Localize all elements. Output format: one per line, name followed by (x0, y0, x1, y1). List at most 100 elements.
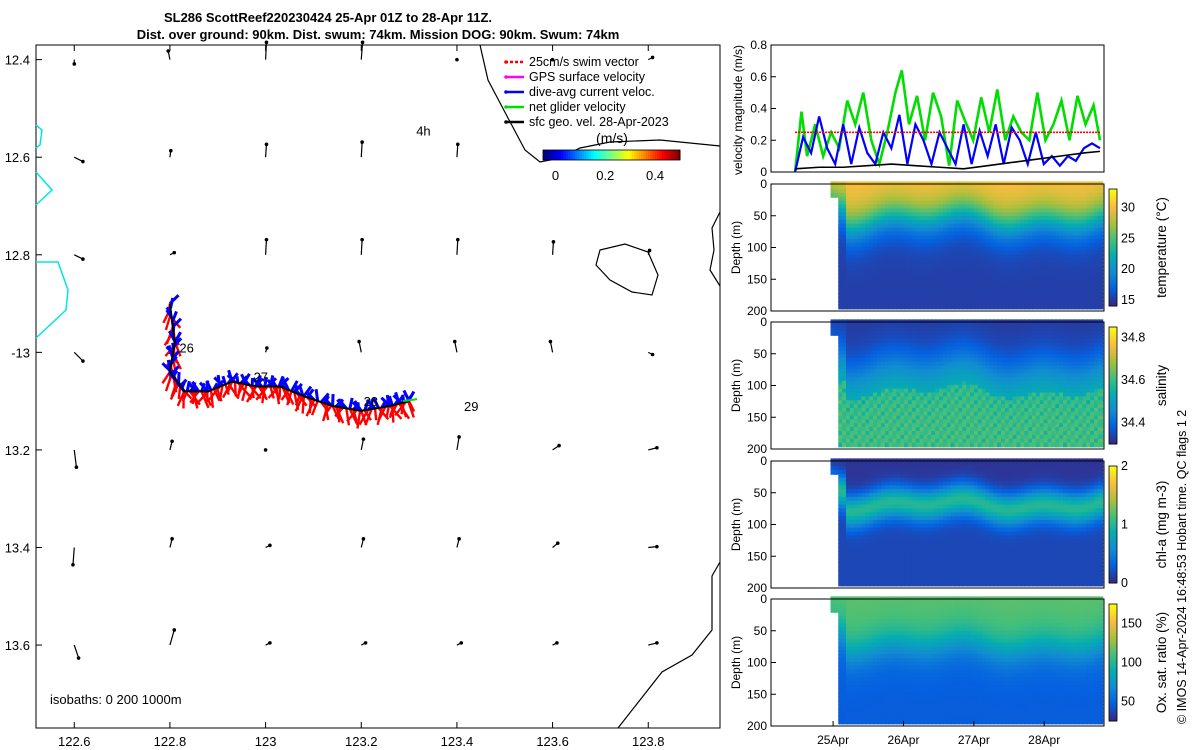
temperature-cell (838, 223, 844, 229)
temperature-cell (884, 258, 891, 264)
temperature-cell (873, 212, 879, 218)
temperature-cell (849, 254, 856, 260)
temperature-cell (946, 208, 953, 214)
colorbar-tick-label: 0.2 (596, 168, 614, 183)
temperature-cell (919, 196, 926, 202)
temperature-cell (919, 262, 926, 268)
glider-track (161, 294, 418, 429)
temperature-cell (973, 293, 980, 298)
temperature-cell (919, 277, 926, 283)
temperature-cell (1008, 277, 1015, 283)
temperature-cell (1008, 293, 1015, 298)
temperature-cell (985, 235, 991, 241)
temperature-cell (931, 231, 937, 237)
temperature-cell (838, 216, 844, 221)
temperature-cell (892, 304, 898, 310)
temperature-cell (857, 212, 864, 218)
temperature-cell (853, 212, 860, 218)
temperature-cell (830, 185, 836, 191)
temperature-cell (896, 208, 902, 214)
temperature-cell (977, 185, 984, 191)
temperature-cell (884, 219, 891, 225)
temperature-cell (935, 266, 941, 271)
temperature-cell (958, 189, 964, 194)
temperature-cell (942, 277, 949, 283)
temperature-cell (958, 219, 964, 225)
temperature-cell (985, 289, 991, 295)
temperature-cell (873, 246, 879, 252)
temperature-colorbar-cell (1109, 288, 1117, 292)
temperature-cell (989, 192, 995, 198)
temperature-cell (873, 204, 879, 210)
temperature-cell (880, 242, 887, 248)
velocity-ytick-label: 0.8 (750, 38, 767, 52)
temperature-cell (989, 239, 995, 244)
temperature-cell (846, 185, 852, 191)
temperature-cell (834, 185, 840, 191)
temperature-cell (884, 254, 891, 260)
temperature-cell (931, 185, 937, 191)
temperature-cell (869, 266, 875, 271)
legend-label: 25cm/s swim vector (529, 55, 639, 69)
temperature-cell (989, 273, 995, 279)
temperature-cell (900, 254, 906, 260)
temperature-cell (838, 254, 844, 260)
geo-vector-head (76, 656, 81, 660)
temperature-cell (1008, 289, 1015, 295)
temperature-cell (861, 269, 867, 275)
temperature-cell (935, 219, 941, 225)
geo-vector-head (264, 40, 269, 45)
temperature-cell (853, 216, 860, 221)
temperature-cell (985, 285, 991, 291)
temperature-cell (838, 250, 844, 256)
temperature-cell (900, 262, 906, 268)
temperature-colorbar-cell (1109, 244, 1117, 248)
temperature-cell (977, 266, 984, 271)
temperature-cell (900, 227, 906, 233)
legend-swatch-head (504, 90, 508, 94)
temperature-cell (857, 296, 864, 302)
temperature-cell (896, 185, 902, 191)
temperature-cell (892, 208, 898, 214)
temperature-cell (892, 185, 898, 191)
geo-vector-head (172, 250, 177, 255)
temperature-cell (904, 273, 910, 279)
temperature-cell (853, 185, 860, 191)
temperature-cell (861, 281, 867, 287)
temperature-colorbar-cell (1109, 212, 1117, 216)
dive-current-vector (372, 397, 380, 409)
colorbar-cell (668, 150, 672, 160)
temperature-cell (958, 200, 964, 206)
temperature-cell (904, 304, 910, 310)
temperature-cell (923, 254, 929, 260)
temperature-cell (1008, 266, 1015, 271)
legend-swatch-head (504, 75, 508, 79)
colorbar-cell (620, 150, 624, 160)
temperature-cell (958, 269, 964, 275)
temperature-cell (993, 231, 999, 237)
colorbar-cell (561, 150, 565, 160)
swim-vector (189, 390, 200, 404)
temperature-cell (888, 293, 895, 298)
map-ytick-label: 12.8 (5, 248, 30, 263)
temperature-cell (896, 216, 902, 221)
temperature-cell (869, 216, 875, 221)
colorbar-cell (572, 150, 576, 160)
temperature-cell (977, 289, 984, 295)
temperature-cell (896, 269, 902, 275)
temperature-cell (962, 192, 968, 198)
temperature-cell (880, 277, 887, 283)
temperature-cell (931, 285, 937, 291)
dive-current-vector (387, 395, 394, 406)
temperature-cell (884, 200, 891, 206)
temperature-cell (923, 300, 929, 306)
temperature-cell (939, 227, 945, 233)
temperature-cell (904, 289, 910, 295)
temperature-cell (842, 273, 848, 279)
temperature-cell (939, 231, 945, 237)
temperature-cell (877, 300, 883, 306)
temperature-cell (888, 250, 895, 256)
temperature-cell (884, 239, 891, 244)
swim-vector (373, 408, 378, 421)
temperature-cell (838, 242, 844, 248)
